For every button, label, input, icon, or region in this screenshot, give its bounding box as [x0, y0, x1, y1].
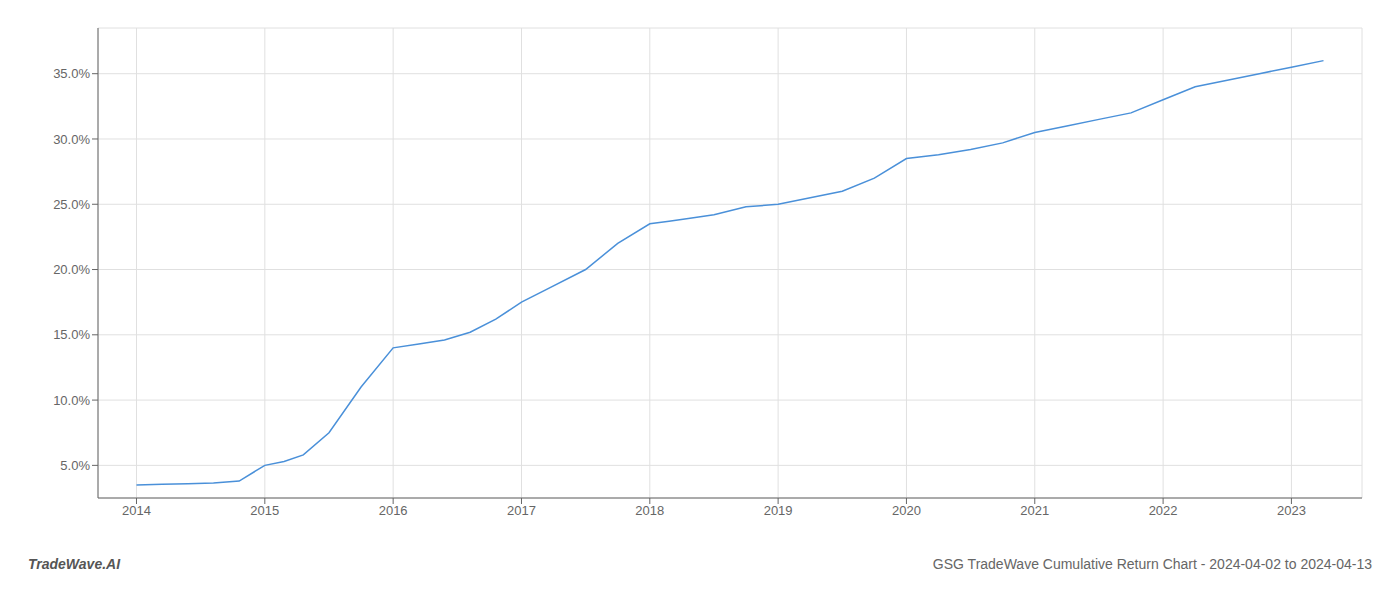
svg-text:2020: 2020 [892, 503, 921, 518]
html-text:GSG TradeWave Cumulative Retur: GSG TradeWave Cumulative Return Chart - … [932, 556, 1372, 572]
svg-text:15.0%: 15.0% [53, 327, 90, 342]
svg-text:2019: 2019 [764, 503, 793, 518]
svg-text:2018: 2018 [635, 503, 664, 518]
svg-text:10.0%: 10.0% [53, 393, 90, 408]
svg-text:2023: 2023 [1277, 503, 1306, 518]
svg-text:2015: 2015 [250, 503, 279, 518]
svg-text:2021: 2021 [1020, 503, 1049, 518]
html-text:TradeWave.AI: TradeWave.AI [28, 556, 121, 572]
svg-text:5.0%: 5.0% [60, 458, 90, 473]
svg-text:2022: 2022 [1149, 503, 1178, 518]
svg-text:2014: 2014 [122, 503, 151, 518]
svg-text:25.0%: 25.0% [53, 197, 90, 212]
svg-text:20.0%: 20.0% [53, 262, 90, 277]
svg-text:2017: 2017 [507, 503, 536, 518]
svg-text:2016: 2016 [379, 503, 408, 518]
svg-text:30.0%: 30.0% [53, 132, 90, 147]
svg-text:35.0%: 35.0% [53, 66, 90, 81]
